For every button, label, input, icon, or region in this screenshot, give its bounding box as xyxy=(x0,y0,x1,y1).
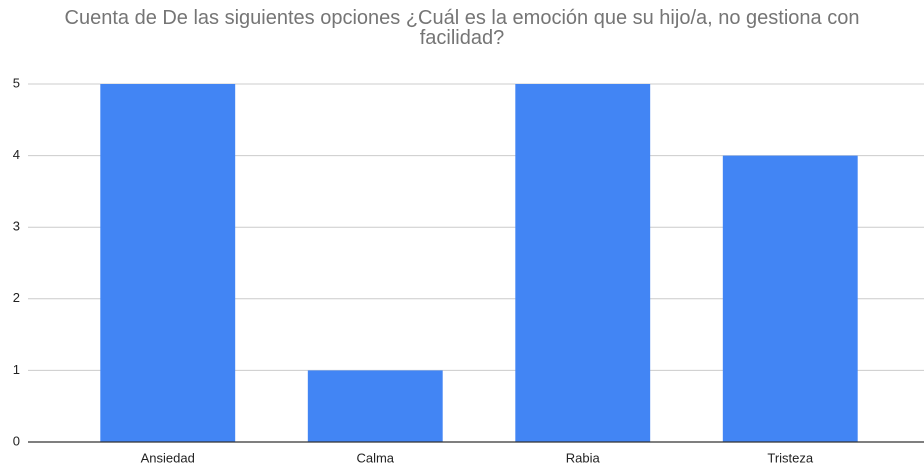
y-tick-label: 1 xyxy=(13,362,20,377)
bar xyxy=(722,155,858,442)
y-tick-label: 4 xyxy=(13,147,20,162)
y-tick-label: 0 xyxy=(13,433,20,448)
x-tick-label: Ansiedad xyxy=(141,450,195,465)
x-tick-label: Tristeza xyxy=(767,450,814,465)
y-tick-label: 5 xyxy=(13,75,20,90)
bar xyxy=(307,370,443,442)
chart-title: Cuenta de De las siguientes opciones ¿Cu… xyxy=(64,7,860,49)
x-tick-label: Calma xyxy=(356,450,394,465)
x-tick-label: Rabia xyxy=(566,450,601,465)
bar xyxy=(100,84,236,442)
y-tick-label: 2 xyxy=(13,290,20,305)
y-tick-label: 3 xyxy=(13,219,20,234)
bar xyxy=(515,84,651,442)
